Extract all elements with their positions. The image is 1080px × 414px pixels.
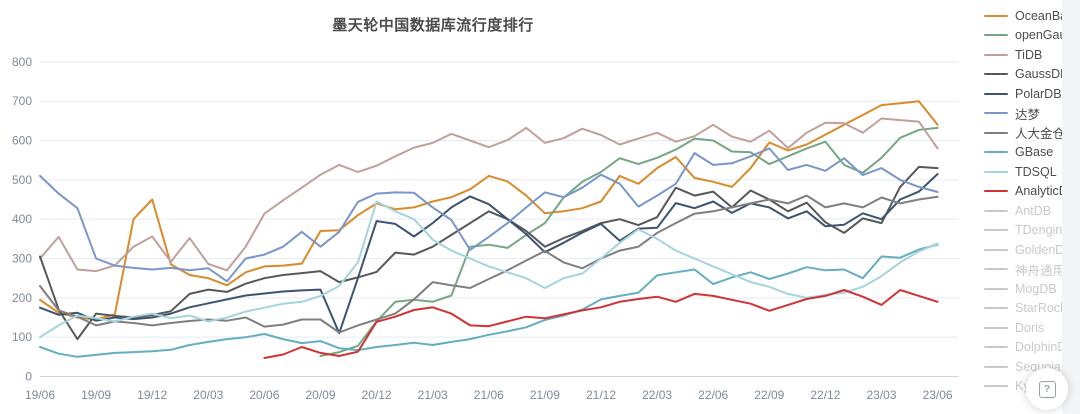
question-mark-icon: ? (1038, 380, 1056, 398)
chart-legend: OceanBase openGauss TiDB GaussDB PolarDB 达梦人大… (984, 6, 1080, 396)
legend-item-openGauss[interactable]: openGauss (984, 26, 1079, 46)
legend-label: TDSQL (1015, 164, 1057, 179)
y-axis-tick-label: 0 (25, 370, 32, 384)
x-axis-tick-label: 19/12 (137, 388, 167, 402)
y-axis-tick-label: 300 (12, 252, 32, 266)
legend-item-OceanBase[interactable]: OceanBase (984, 6, 1080, 26)
series-line-TiDB (39, 117, 939, 273)
y-axis-tick-label: 700 (12, 94, 32, 108)
legend-label: Doris (1015, 320, 1045, 335)
legend-line-swatch (984, 170, 1008, 173)
x-axis-tick-label: 22/12 (810, 388, 840, 402)
legend-label: TiDB (1015, 47, 1043, 62)
legend-item-AntDB[interactable]: AntDB (984, 201, 1072, 221)
legend-label: MogDB (1015, 281, 1057, 296)
legend-label: AnalyticDB (1015, 184, 1077, 199)
page-gutter (1062, 0, 1080, 414)
series-line-OceanBase (39, 100, 939, 321)
x-axis-tick-label: 20/12 (362, 388, 392, 402)
x-axis-tick-label: 20/06 (249, 388, 279, 402)
legend-item-GoldenDB[interactable]: GoldenDB (984, 240, 1073, 260)
legend-label: 达梦 (1015, 107, 1041, 122)
legend-line-swatch (984, 34, 1008, 37)
legend-line-swatch (984, 209, 1008, 212)
x-axis-tick-label: 23/03 (866, 388, 896, 402)
legend-line-swatch (984, 131, 1008, 134)
series-line-PolarDB (39, 173, 939, 335)
series-line-AnalyticDB (263, 289, 939, 359)
legend-label: TDengine (1015, 223, 1070, 238)
x-axis-tick-label: 21/03 (418, 388, 448, 402)
legend-item-GaussDB[interactable]: GaussDB (984, 65, 1072, 85)
line-chart: 0 100 200 300 400 500 600 700 800 19/06 19/09 19/12… (12, 55, 959, 402)
x-axis-tick-label: 22/06 (698, 388, 728, 402)
x-axis-tick-label: 22/03 (642, 388, 672, 402)
legend-line-swatch (984, 14, 1008, 17)
legend-line-swatch (984, 151, 1008, 154)
legend-line-swatch (984, 53, 1008, 56)
legend-label: GaussDB (1015, 67, 1069, 82)
legend-line-swatch (984, 112, 1008, 115)
legend-item-StarRocks[interactable]: StarRocks (984, 299, 1073, 319)
legend-item-人大金仓[interactable]: 人大金仓 (984, 123, 1072, 143)
legend-line-swatch (984, 307, 1008, 310)
legend-line-swatch (984, 287, 1008, 290)
x-axis-tick-label: 20/09 (305, 388, 335, 402)
y-axis-tick-label: 200 (12, 291, 32, 305)
legend-label: 神舟通用 (1015, 263, 1066, 278)
legend-item-PolarDB[interactable]: PolarDB (984, 84, 1072, 104)
legend-line-swatch (984, 365, 1008, 368)
legend-item-TDSQL[interactable]: TDSQL (984, 162, 1072, 182)
legend-label: GoldenDB (1015, 242, 1073, 257)
x-axis-tick-label: 22/09 (754, 388, 784, 402)
legend-line-swatch (984, 229, 1008, 232)
y-axis-tick-label: 400 (12, 212, 32, 226)
legend-line-swatch (984, 190, 1008, 193)
chart-title: 墨天轮中国数据库流行度排行 (332, 17, 534, 34)
legend-item-Doris[interactable]: Doris (984, 318, 1072, 338)
legend-item-TiDB[interactable]: TiDB (984, 45, 1072, 65)
series-line-TDSQL (39, 200, 939, 339)
y-axis-tick-label: 100 (12, 330, 32, 344)
legend-item-TDengine[interactable]: TDengine (984, 221, 1072, 241)
x-axis-tick-label: 21/06 (474, 388, 504, 402)
series-line-GaussDB (39, 165, 939, 341)
legend-item-DolphinDB[interactable]: DolphinDB (984, 338, 1075, 358)
help-button[interactable]: ? (1026, 368, 1068, 410)
legend-line-swatch (984, 248, 1008, 251)
x-axis-tick-label: 21/12 (586, 388, 616, 402)
x-axis-tick-label: 20/03 (193, 388, 223, 402)
legend-line-swatch (984, 326, 1008, 329)
legend-item-GBase[interactable]: GBase (984, 143, 1072, 163)
series-line-人大金仓 (39, 194, 939, 334)
legend-label: GBase (1015, 145, 1054, 160)
legend-label: StarRocks (1015, 301, 1073, 316)
legend-line-swatch (984, 73, 1008, 76)
series-line-GBase (39, 243, 939, 358)
legend-line-swatch (984, 346, 1008, 349)
legend-label: 人大金仓 (1015, 127, 1066, 142)
x-axis-tick-label: 23/06 (923, 388, 953, 402)
y-axis-tick-label: 800 (12, 55, 32, 69)
legend-line-swatch (984, 268, 1008, 271)
series-line-达梦 (39, 147, 939, 283)
legend-label: AntDB (1015, 203, 1052, 218)
legend-line-swatch (984, 92, 1008, 95)
series-line-openGauss (319, 126, 939, 357)
y-axis-tick-label: 500 (12, 173, 32, 187)
legend-line-swatch (984, 385, 1008, 388)
legend-item-神舟通用[interactable]: 神舟通用 (984, 260, 1072, 280)
legend-item-达梦[interactable]: 达梦 (984, 104, 1072, 124)
legend-label: PolarDB (1015, 86, 1062, 101)
x-axis-tick-label: 19/06 (25, 388, 55, 402)
x-axis-tick-label: 21/09 (530, 388, 560, 402)
y-axis-tick-label: 600 (12, 134, 32, 148)
legend-label: DolphinDB (1015, 340, 1075, 355)
x-axis-tick-label: 19/09 (81, 388, 111, 402)
legend-item-AnalyticDB[interactable]: AnalyticDB (984, 182, 1076, 202)
legend-item-MogDB[interactable]: MogDB (984, 279, 1072, 299)
